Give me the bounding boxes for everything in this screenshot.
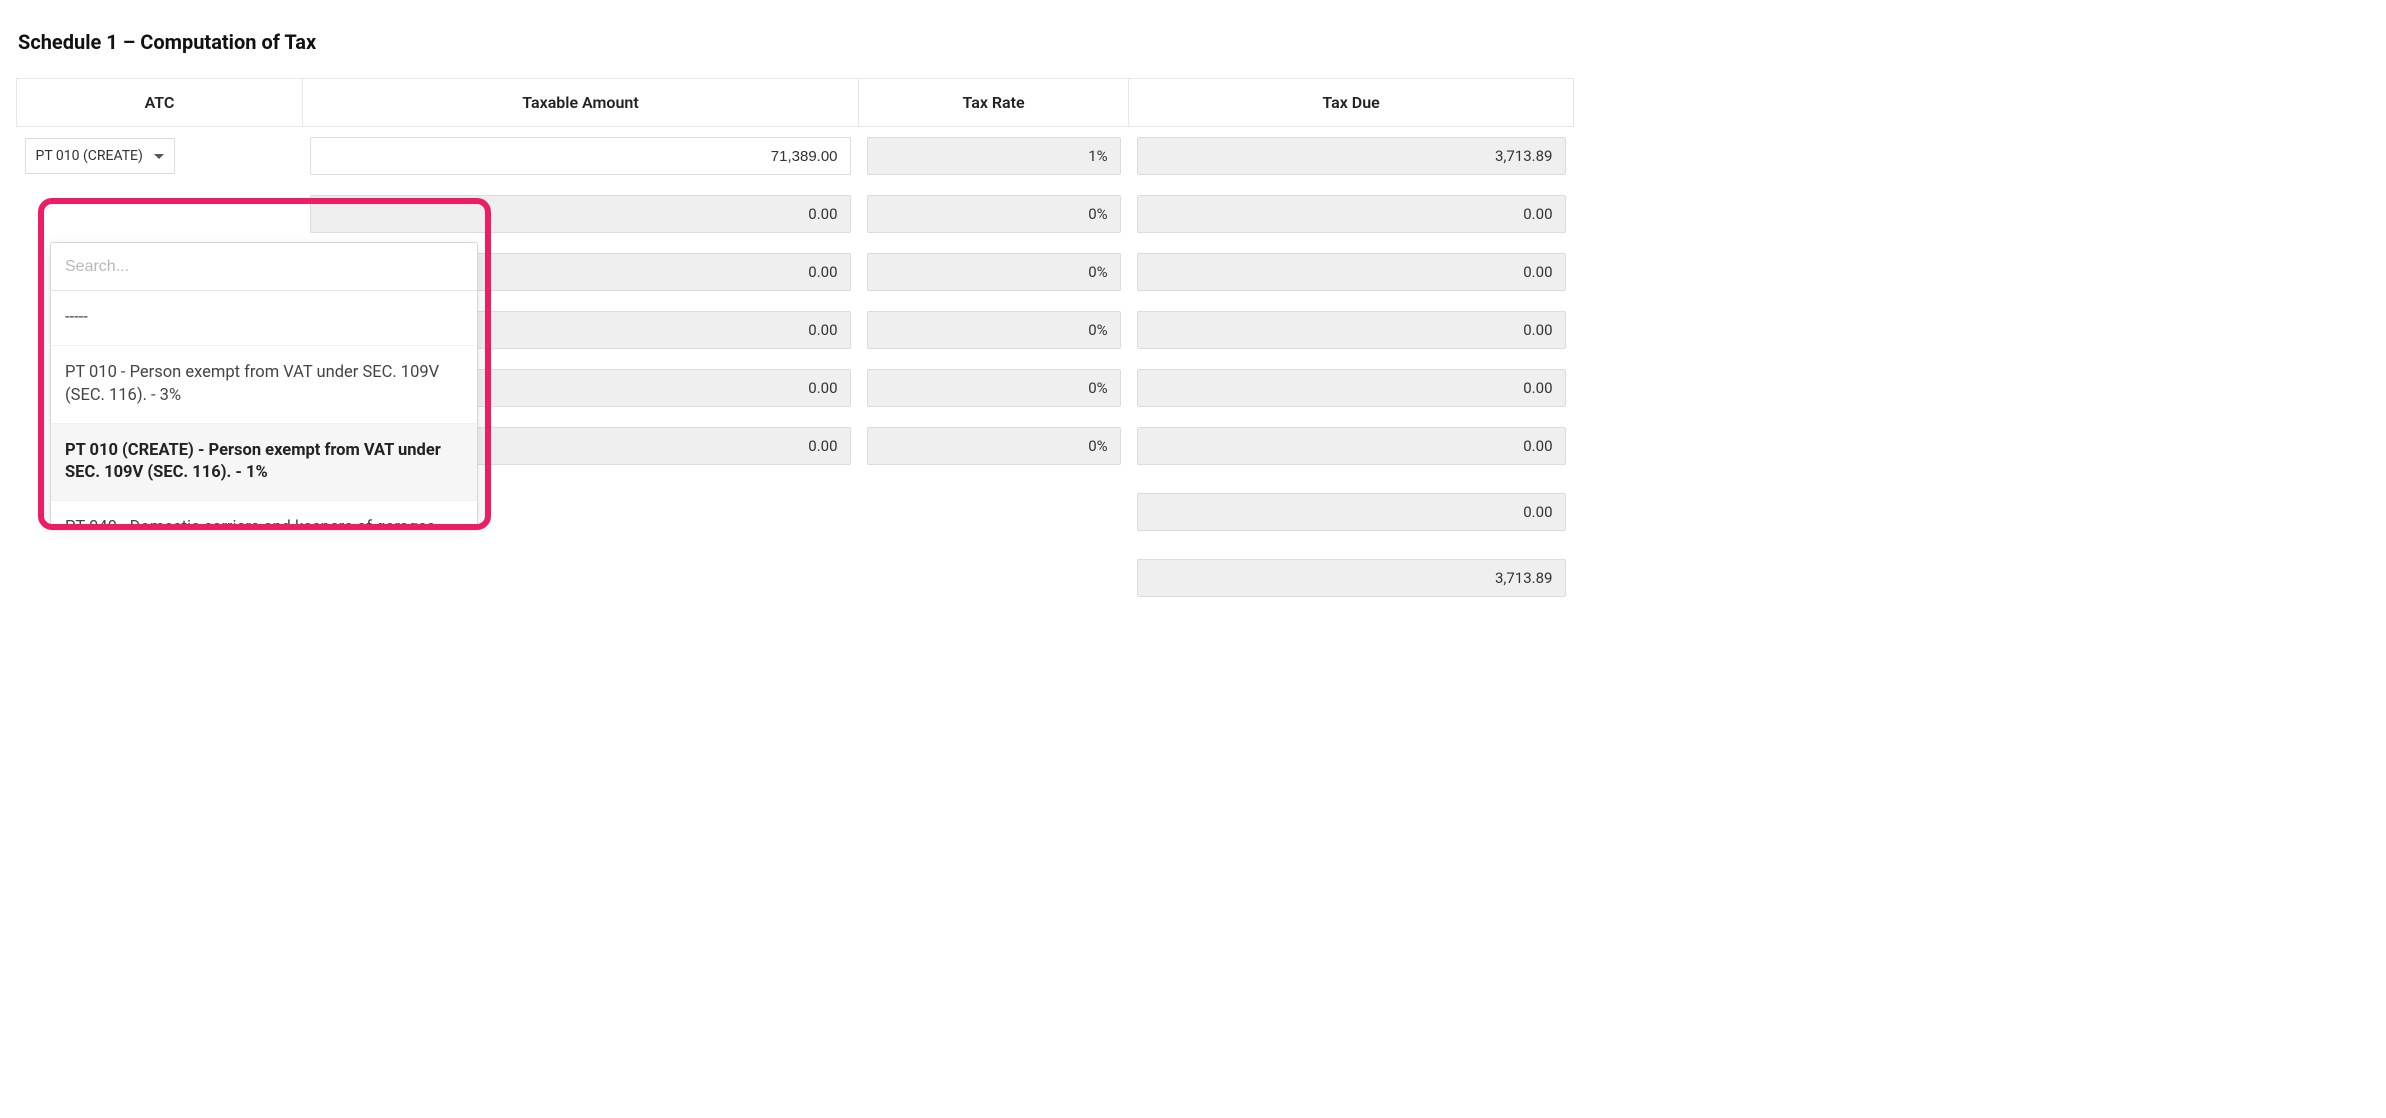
- atc-dropdown-label: PT 010 (CREATE): [36, 148, 143, 164]
- dropdown-search-input[interactable]: [51, 243, 477, 291]
- tax-due-value: 0.00: [1137, 253, 1566, 291]
- tax-due-value: 0.00: [1137, 427, 1566, 465]
- col-atc: ATC: [17, 79, 303, 127]
- chevron-down-icon: [154, 154, 164, 159]
- dropdown-option[interactable]: PT 010 - Person exempt from VAT under SE…: [51, 346, 477, 424]
- dropdown-option[interactable]: PT 040 - Domestic carriers and keepers o…: [51, 501, 477, 526]
- tax-due-value: 0.00: [1137, 369, 1566, 407]
- tax-rate-value: 0%: [867, 427, 1121, 465]
- dropdown-options-list: -----PT 010 - Person exempt from VAT und…: [51, 291, 477, 526]
- summary-row: 3,713.89: [17, 541, 1574, 607]
- tax-rate-value: 1%: [867, 137, 1121, 175]
- tax-due-value: 0.00: [1137, 195, 1566, 233]
- tax-due-value: 3,713.89: [1137, 137, 1566, 175]
- atc-dropdown-button[interactable]: PT 010 (CREATE): [25, 138, 175, 174]
- dropdown-option[interactable]: -----: [51, 291, 477, 346]
- tax-table-wrap: ATC Taxable Amount Tax Rate Tax Due PT 0…: [16, 78, 1574, 607]
- tax-rate-value: 0%: [867, 195, 1121, 233]
- col-rate: Tax Rate: [859, 79, 1129, 127]
- dropdown-option[interactable]: PT 010 (CREATE) - Person exempt from VAT…: [51, 424, 477, 502]
- col-amount: Taxable Amount: [302, 79, 858, 127]
- col-due: Tax Due: [1129, 79, 1574, 127]
- tax-due-value: 0.00: [1137, 311, 1566, 349]
- summary-tax-due-value: 3,713.89: [1137, 559, 1566, 597]
- page-title: Schedule 1 – Computation of Tax: [16, 30, 1574, 54]
- table-header-row: ATC Taxable Amount Tax Rate Tax Due: [17, 79, 1574, 127]
- summary-tax-due-value: 0.00: [1137, 493, 1566, 531]
- taxable-amount-value: 0.00: [310, 195, 850, 233]
- tax-rate-value: 0%: [867, 253, 1121, 291]
- tax-rate-value: 0%: [867, 369, 1121, 407]
- taxable-amount-input[interactable]: [310, 137, 850, 175]
- atc-dropdown-panel: -----PT 010 - Person exempt from VAT und…: [50, 242, 478, 526]
- table-row: PT 010 (CREATE) 1% 3,713.89: [17, 127, 1574, 186]
- table-row: 0.00 0% 0.00: [17, 185, 1574, 243]
- tax-rate-value: 0%: [867, 311, 1121, 349]
